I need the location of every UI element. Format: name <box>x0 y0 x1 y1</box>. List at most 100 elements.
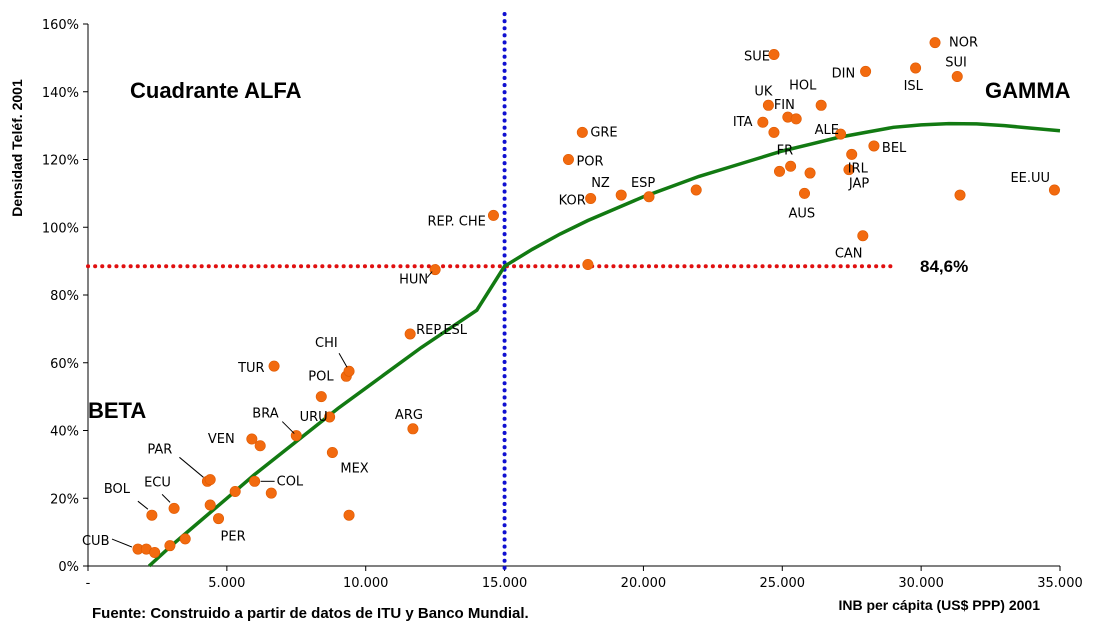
data-point <box>149 546 161 558</box>
point-label: IRL <box>848 161 869 176</box>
point-label: NOR <box>949 36 978 51</box>
y-tick-label: 20% <box>50 492 79 507</box>
point-label: GRE <box>590 125 617 140</box>
point-label: DIN <box>832 66 856 81</box>
data-point <box>790 113 802 125</box>
data-point <box>843 164 855 176</box>
label-leader-line <box>281 421 295 434</box>
data-point <box>757 116 769 128</box>
y-tick-label: 80% <box>50 289 79 304</box>
point-label: FIN <box>774 98 795 113</box>
data-point <box>315 391 327 403</box>
point-label: NZ <box>591 176 610 191</box>
point-label: ECU <box>144 475 171 490</box>
point-label: BOL <box>104 482 131 497</box>
data-point <box>213 513 225 525</box>
point-label: HUN <box>399 273 428 288</box>
point-label: REP. CHE <box>427 214 485 229</box>
point-label: SUI <box>945 56 967 71</box>
data-point <box>910 62 922 74</box>
data-point <box>846 148 858 160</box>
quadrant-label-alfa: Cuadrante ALFA <box>130 78 302 103</box>
point-label: AUS <box>789 206 816 221</box>
label-leader-line <box>161 494 171 503</box>
data-point <box>804 167 816 179</box>
x-tick-label: 20.000 <box>621 576 667 591</box>
label-leader-line <box>179 456 204 478</box>
point-label: ISL <box>904 79 924 94</box>
threshold-label: 84,6% <box>920 257 968 276</box>
data-point <box>168 502 180 514</box>
data-point <box>860 65 872 77</box>
x-tick-label: 30.000 <box>898 576 944 591</box>
x-tick-label: 15.000 <box>482 576 528 591</box>
data-point <box>164 540 176 552</box>
point-label: SUE <box>744 49 770 64</box>
x-axis-title: INB per cápita (US$ PPP) 2001 <box>838 597 1040 613</box>
data-point <box>815 99 827 111</box>
point-label: ITA <box>733 115 753 130</box>
data-point <box>768 48 780 60</box>
point-label: ARG <box>395 408 423 423</box>
point-label: MEX <box>340 462 368 477</box>
data-point <box>857 230 869 242</box>
data-point <box>585 192 597 204</box>
trendline <box>147 121 1061 568</box>
data-point <box>562 154 574 166</box>
data-point <box>768 126 780 138</box>
data-point <box>868 140 880 152</box>
data-point <box>246 433 258 445</box>
x-tick-label: 10.000 <box>343 576 389 591</box>
data-point <box>204 499 216 511</box>
data-point <box>615 189 627 201</box>
point-label: PER <box>221 530 246 545</box>
data-point <box>487 209 499 221</box>
data-point <box>799 187 811 199</box>
x-tick-label: 35.000 <box>1037 576 1083 591</box>
data-point <box>326 447 338 459</box>
label-leader-line <box>137 500 149 510</box>
data-point <box>576 126 588 138</box>
y-axis-title: Densidad Teléf. 2001 <box>9 79 25 217</box>
data-point <box>249 475 261 487</box>
quadrant-label-gamma: GAMMA <box>985 78 1071 103</box>
point-label: ALE <box>815 123 839 138</box>
data-point <box>690 184 702 196</box>
axes: 0% 20% 40% 60% 80% 100% 120% 140% 160% - 5.000 10.0… <box>42 18 1083 591</box>
data-point <box>268 360 280 372</box>
y-tick-label: 120% <box>42 154 79 169</box>
data-point <box>643 191 655 203</box>
point-label: BEL <box>882 141 907 156</box>
data-point <box>582 259 594 271</box>
point-label: CHI <box>315 336 338 351</box>
point-label: HOL <box>789 78 817 93</box>
label-leader-line <box>338 352 348 368</box>
data-point <box>762 99 774 111</box>
point-label: BRA <box>252 407 278 422</box>
x-tick-label: 5.000 <box>208 576 245 591</box>
data-point <box>835 128 847 140</box>
point-label: JAP <box>848 177 869 192</box>
label-leader-line <box>111 538 133 548</box>
label-leader-line <box>426 271 433 278</box>
y-tick-label: 0% <box>58 560 79 575</box>
point-label: ESP <box>631 176 655 191</box>
data-point <box>324 411 336 423</box>
y-tick-label: 60% <box>50 357 79 372</box>
data-point <box>146 509 158 521</box>
y-tick-label: 100% <box>42 221 79 236</box>
data-point <box>951 71 963 83</box>
trendline-curve <box>147 121 1061 568</box>
data-point <box>929 37 941 49</box>
y-tick-label: 160% <box>42 18 79 33</box>
point-label: KOR <box>559 193 586 208</box>
data-point <box>343 509 355 521</box>
data-point <box>204 474 216 486</box>
data-point <box>785 160 797 172</box>
data-point <box>429 264 441 276</box>
point-label: CUB <box>82 534 110 549</box>
data-point <box>407 423 419 435</box>
data-point <box>254 440 266 452</box>
point-label: PAR <box>147 442 172 457</box>
y-tick-label: 40% <box>50 425 79 440</box>
